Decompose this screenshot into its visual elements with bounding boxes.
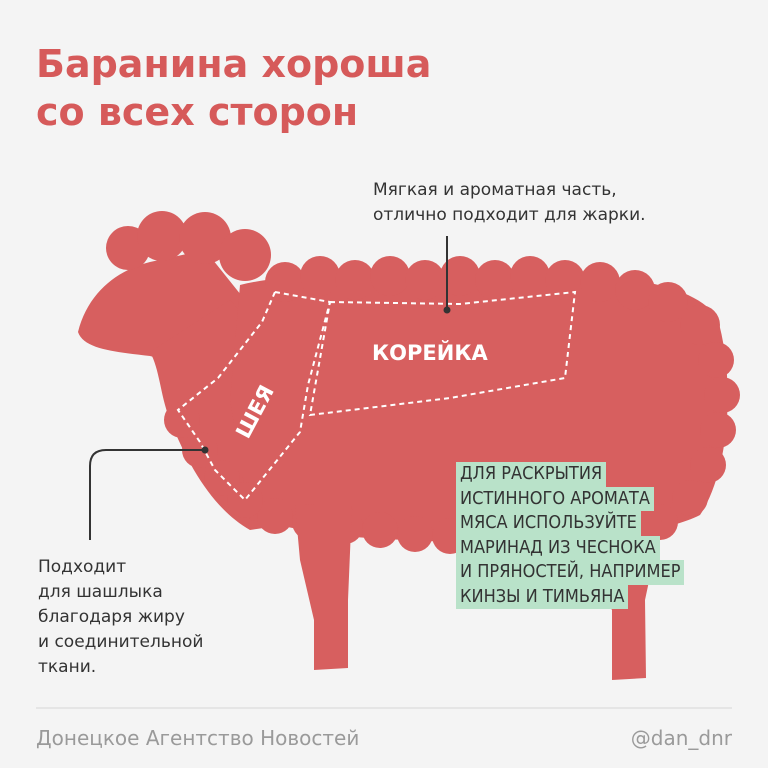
title-line: со всех сторон (36, 90, 359, 134)
callout-dot (443, 306, 451, 314)
note-line: и соединительной (38, 632, 204, 652)
footer-handle: @dan_dnr (630, 726, 732, 750)
tip-line: МЯСА ИСПОЛЬЗУЙТЕ (456, 511, 641, 536)
wool (219, 229, 271, 281)
callout-dot (201, 446, 209, 454)
neck-note: Подходит для шашлыка благодаря жиру и со… (38, 555, 203, 680)
loin-outline (308, 290, 577, 417)
loin-note: Мягкая и ароматная часть, отлично подход… (373, 178, 646, 228)
note-line: благодаря жиру (38, 607, 185, 627)
note-line: отлично подходит для жарки. (373, 205, 646, 225)
tip-line: ДЛЯ РАСКРЫТИЯ (456, 462, 607, 487)
callout-lines (89, 236, 448, 540)
tip-line: МАРИНАД ИЗ ЧЕСНОКА (456, 535, 660, 560)
front-leg (295, 505, 352, 670)
note-line: Подходит (38, 557, 127, 577)
title: Баранина хороша со всех сторон (36, 40, 431, 136)
cut-outlines (176, 290, 577, 502)
tip-line: КИНЗЫ И ТИМЬЯНА (456, 584, 629, 609)
tip-line: И ПРЯНОСТЕЙ, НАПРИМЕР (456, 560, 685, 585)
callout-line (89, 449, 205, 540)
note-line: Мягкая и ароматная часть, (373, 180, 617, 200)
cut-label: КОРЕЙКА (372, 340, 488, 365)
wool (137, 211, 187, 261)
title-line: Баранина хороша (36, 42, 432, 86)
neck-outline (176, 290, 332, 502)
tip-box: ДЛЯ РАСКРЫТИЯ ИСТИННОГО АРОМАТА МЯСА ИСП… (456, 462, 685, 609)
note-line: ткани. (38, 657, 97, 677)
tip-line: ИСТИННОГО АРОМАТА (456, 486, 654, 511)
note-line: для шашлыка (38, 582, 163, 602)
wool (179, 212, 231, 264)
footer-source: Донецкое Агентство Новостей (36, 726, 360, 750)
